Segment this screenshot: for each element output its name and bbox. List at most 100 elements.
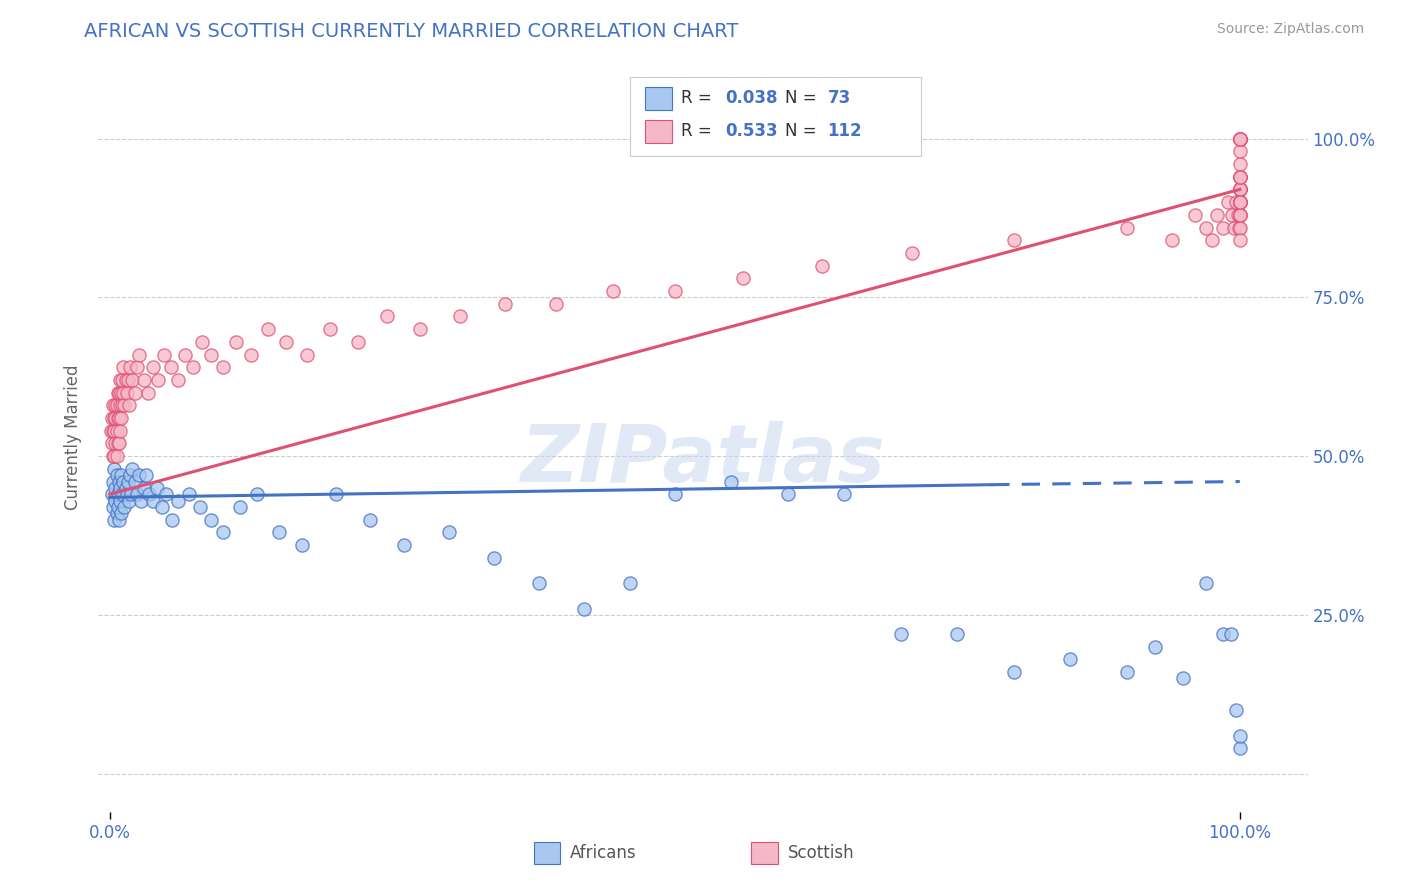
Point (125, 360, 148, 375)
Point (449, 310, 471, 324)
Point (120, 360, 142, 375)
Point (1229, 169, 1251, 184)
Text: R =: R = (682, 88, 717, 107)
Point (107, 385, 129, 400)
Point (359, 513, 381, 527)
Point (120, 468, 142, 483)
Point (211, 525, 233, 540)
Point (120, 487, 142, 501)
Point (132, 373, 155, 387)
Point (1229, 208, 1251, 222)
Point (1195, 576, 1218, 591)
FancyBboxPatch shape (645, 120, 672, 143)
Point (257, 322, 280, 336)
Point (153, 347, 176, 361)
Point (1229, 131, 1251, 145)
Point (437, 525, 460, 540)
Point (111, 487, 134, 501)
Point (121, 462, 143, 476)
Point (107, 385, 129, 400)
Point (1229, 195, 1251, 210)
Point (121, 373, 143, 387)
Point (409, 322, 432, 336)
Point (103, 449, 125, 463)
Point (104, 411, 127, 425)
Point (117, 373, 139, 387)
Point (108, 373, 131, 387)
Point (128, 468, 150, 483)
FancyBboxPatch shape (630, 78, 921, 156)
Point (138, 487, 160, 501)
Point (494, 297, 516, 311)
Text: 0.533: 0.533 (724, 122, 778, 140)
Point (1229, 182, 1251, 196)
Point (101, 398, 124, 412)
Text: AFRICAN VS SCOTTISH CURRENTLY MARRIED CORRELATION CHART: AFRICAN VS SCOTTISH CURRENTLY MARRIED CO… (84, 22, 738, 41)
Point (117, 475, 139, 489)
Text: R =: R = (682, 122, 717, 140)
Point (1229, 131, 1251, 145)
Point (183, 360, 205, 375)
Point (112, 500, 135, 514)
Point (101, 424, 124, 438)
Point (101, 436, 124, 450)
Point (112, 475, 135, 489)
Point (291, 538, 314, 552)
Point (946, 627, 969, 641)
Point (1195, 220, 1218, 235)
Point (1229, 131, 1251, 145)
Point (101, 411, 124, 425)
Point (110, 506, 132, 520)
Point (103, 462, 125, 476)
Point (1115, 220, 1137, 235)
Point (107, 500, 129, 514)
Point (228, 500, 250, 514)
Point (114, 373, 136, 387)
Point (1184, 208, 1206, 222)
Point (1229, 182, 1251, 196)
Point (319, 322, 342, 336)
Point (159, 360, 181, 375)
Point (1229, 145, 1251, 159)
Point (1229, 169, 1251, 184)
Point (1229, 131, 1251, 145)
Point (166, 493, 188, 508)
Point (200, 347, 222, 361)
Text: N =: N = (785, 88, 823, 107)
Point (269, 525, 291, 540)
Point (118, 398, 141, 412)
Point (107, 411, 129, 425)
Point (110, 468, 132, 483)
Point (664, 487, 686, 501)
Point (125, 487, 148, 501)
Point (105, 398, 128, 412)
Point (297, 347, 319, 361)
Point (246, 487, 269, 501)
Point (115, 385, 138, 400)
Point (776, 487, 799, 501)
Point (1229, 131, 1251, 145)
Point (177, 487, 200, 501)
Point (112, 360, 135, 375)
Point (1229, 182, 1251, 196)
Point (1220, 208, 1243, 222)
Point (1229, 195, 1251, 210)
Point (115, 487, 138, 501)
Point (240, 347, 263, 361)
Text: 0.038: 0.038 (724, 88, 778, 107)
Point (1206, 208, 1229, 222)
FancyBboxPatch shape (534, 842, 561, 864)
Point (107, 513, 129, 527)
Point (1059, 652, 1081, 666)
Point (1225, 195, 1247, 210)
Point (546, 297, 568, 311)
Point (1229, 131, 1251, 145)
Point (574, 601, 596, 615)
Point (136, 385, 159, 400)
Point (135, 468, 157, 483)
Point (105, 506, 128, 520)
Point (1226, 208, 1249, 222)
Text: Africans: Africans (569, 844, 637, 862)
Point (188, 500, 211, 514)
Point (107, 436, 129, 450)
